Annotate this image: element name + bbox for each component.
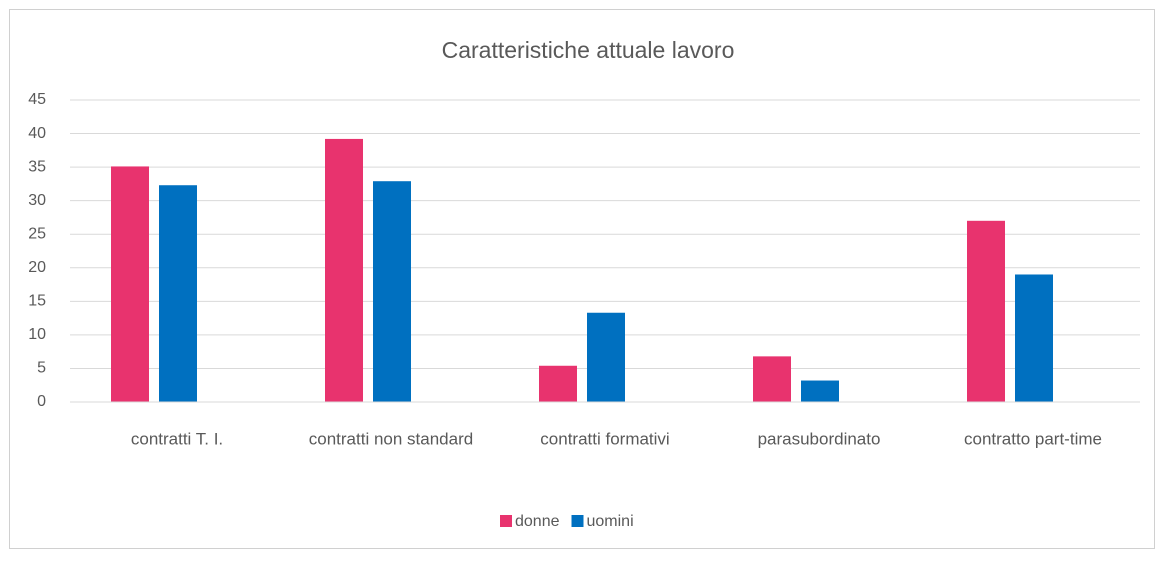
x-tick-label: parasubordinato	[758, 429, 881, 448]
legend-swatch	[500, 515, 512, 527]
chart-border	[9, 9, 1155, 549]
y-tick-label: 45	[28, 91, 46, 108]
bar	[967, 220, 1005, 402]
y-tick-label: 25	[28, 225, 46, 242]
legend-swatch	[571, 515, 584, 527]
bar	[111, 166, 149, 402]
chart-title: Caratteristiche attuale lavoro	[442, 37, 735, 63]
x-tick-label: contratti non standard	[309, 429, 473, 448]
x-tick-label: contratto part-time	[964, 429, 1102, 448]
y-tick-label: 0	[37, 393, 46, 410]
y-tick-label: 15	[28, 293, 46, 310]
bar	[587, 312, 625, 402]
bar	[539, 365, 577, 402]
y-tick-label: 20	[28, 259, 46, 276]
x-tick-label: contratti T. I.	[131, 429, 223, 448]
x-tick-label: contratti formativi	[540, 429, 669, 448]
legend-label: donne	[515, 513, 560, 530]
bar	[753, 356, 791, 402]
bar	[373, 181, 411, 402]
bar	[159, 185, 197, 402]
bar	[325, 138, 363, 402]
legend-label: uomini	[587, 513, 634, 530]
y-tick-label: 35	[28, 158, 46, 175]
y-tick-label: 10	[28, 326, 46, 343]
bar	[801, 380, 839, 402]
y-tick-label: 5	[37, 360, 46, 377]
y-tick-label: 40	[28, 125, 46, 142]
y-tick-label: 30	[28, 192, 46, 209]
bar	[1015, 274, 1053, 402]
